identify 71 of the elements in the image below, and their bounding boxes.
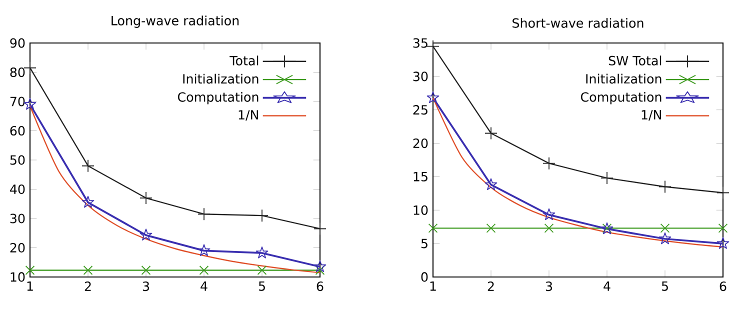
point	[82, 159, 94, 172]
point	[600, 172, 614, 185]
chart-title: Long-wave radiation	[112, 16, 239, 28]
point	[542, 208, 556, 220]
point	[660, 223, 670, 233]
y-tick-label: 5	[421, 238, 428, 248]
point	[82, 196, 94, 208]
point	[25, 266, 35, 275]
x-tick-label: 3	[142, 281, 150, 292]
x-tick-label: 1	[430, 281, 436, 291]
y-tick-label: 40	[10, 184, 25, 194]
y-tick-label: 10	[10, 272, 25, 282]
point	[716, 186, 730, 200]
x-tick-label: 5	[662, 281, 668, 291]
point	[83, 266, 93, 275]
legend-label: Computation	[178, 92, 258, 104]
point	[24, 98, 36, 110]
point	[140, 228, 152, 240]
x-tick-label: 4	[604, 281, 610, 291]
legend-label: SW Total	[608, 56, 662, 66]
y-tick-label: 90	[10, 38, 25, 48]
point	[486, 223, 496, 233]
point	[484, 126, 498, 140]
point	[542, 156, 556, 170]
legend-label: 1/N	[642, 110, 662, 121]
legend-label: 1/N	[238, 110, 258, 121]
y-tick-label: 35	[413, 38, 428, 48]
x-tick-label: 6	[316, 281, 324, 292]
point	[140, 192, 152, 204]
y-tick-label: 80	[10, 67, 25, 78]
legend-label: Computation	[580, 92, 662, 104]
x-tick-label: 2	[488, 281, 494, 291]
y-tick-label: 30	[10, 214, 25, 224]
y-tick-label: 20	[413, 138, 428, 148]
x-tick-label: 2	[84, 281, 91, 291]
point	[256, 246, 268, 258]
y-tick-label: 15	[414, 172, 428, 182]
point	[658, 232, 672, 244]
y-tick-label: 60	[10, 126, 25, 136]
y-tick-label: 10	[414, 205, 428, 215]
y-tick-label: 70	[10, 96, 25, 106]
point	[198, 208, 210, 221]
point	[199, 266, 209, 275]
point	[544, 223, 554, 233]
x-tick-label: 5	[258, 281, 265, 291]
legend-label: Initialization	[586, 74, 662, 84]
point	[426, 91, 440, 104]
x-tick-label: 3	[546, 281, 552, 292]
point	[314, 222, 326, 236]
point	[141, 266, 151, 275]
point	[257, 266, 267, 275]
point	[658, 180, 672, 194]
y-tick-label: 25	[413, 105, 428, 115]
point	[428, 223, 438, 233]
x-tick-label: 4	[200, 281, 208, 291]
chart-title: Short-wave radiation	[512, 18, 644, 28]
legend-label: Initialization	[183, 74, 258, 84]
point	[716, 237, 730, 249]
y-tick-label: 0	[421, 272, 428, 282]
point	[426, 40, 440, 53]
y-tick-label: 20	[10, 242, 25, 253]
point	[718, 223, 728, 233]
point	[198, 244, 210, 256]
y-tick-label: 50	[10, 155, 25, 165]
legend-label: Total	[230, 56, 258, 66]
x-tick-label: 6	[720, 281, 726, 292]
point	[314, 260, 326, 272]
x-tick-label: 1	[27, 281, 33, 291]
y-tick-label: 30	[413, 72, 428, 82]
point	[484, 178, 498, 190]
point	[24, 61, 36, 74]
